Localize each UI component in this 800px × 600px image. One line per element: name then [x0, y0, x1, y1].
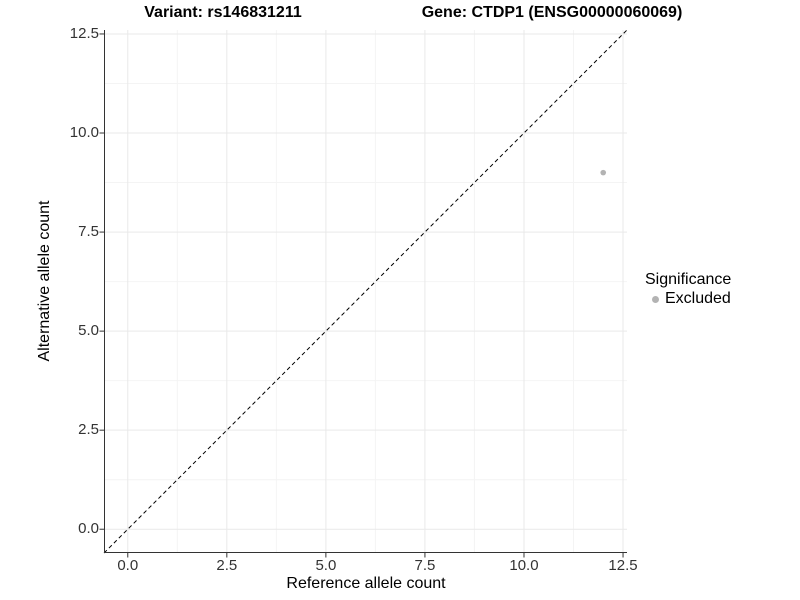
x-tick-label: 10.0: [509, 557, 539, 574]
y-tick-label: 7.5: [78, 223, 99, 241]
y-tick-label: 2.5: [78, 421, 99, 439]
identity-dashed-line: [103, 29, 628, 554]
x-tick-label: 12.5: [608, 557, 638, 574]
x-tick-label: 5.0: [315, 557, 337, 574]
y-tick-label: 0.0: [78, 520, 99, 538]
legend-item: Excluded: [645, 290, 731, 308]
y-tick-label: 12.5: [69, 24, 99, 42]
x-tick-label: 7.5: [414, 557, 436, 574]
x-axis-title: Reference allele count: [286, 575, 446, 592]
legend-items: Excluded: [645, 290, 731, 308]
legend: Significance Excluded: [645, 271, 731, 308]
plot-panel: [99, 29, 628, 558]
legend-title: Significance: [645, 271, 732, 288]
data-point: [600, 169, 607, 176]
x-tick-label: 2.5: [216, 557, 238, 574]
plot-title-gene: Gene: CTDP1 (ENSG00000060069): [421, 4, 683, 21]
legend-item-label: Excluded: [665, 290, 731, 307]
y-tick-label: 5.0: [78, 322, 99, 340]
plot-title-variant: Variant: rs146831211: [144, 4, 302, 21]
y-tick-label: 10.0: [69, 124, 99, 141]
x-tick-label: 0.0: [117, 557, 139, 574]
legend-key-dot-icon: [652, 295, 659, 303]
